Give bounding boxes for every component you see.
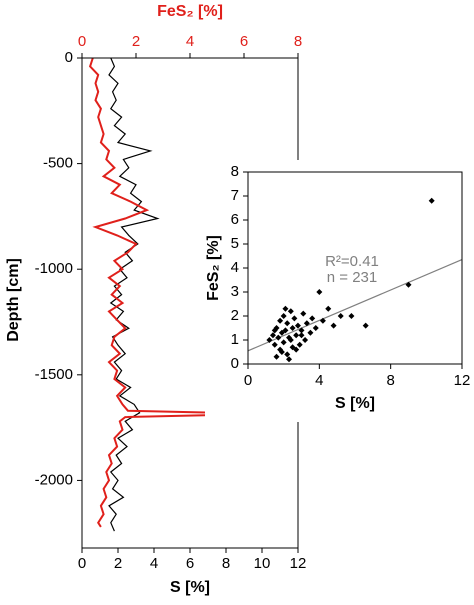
y-tick-label: 3 bbox=[231, 283, 239, 300]
scatter-point bbox=[291, 315, 298, 322]
y-tick-label: 7 bbox=[231, 187, 239, 204]
y-axis-label: FeS₂ [%] bbox=[205, 235, 222, 301]
x-axis-label: S [%] bbox=[170, 579, 210, 596]
scatter-point bbox=[302, 337, 309, 343]
y-tick-label: -500 bbox=[43, 155, 73, 172]
x-tick-label: 4 bbox=[150, 555, 158, 572]
scatter-point bbox=[303, 320, 310, 327]
annotation: n = 231 bbox=[327, 269, 377, 286]
annotation: R²=0.41 bbox=[325, 253, 379, 270]
x2-tick-label: 0 bbox=[78, 33, 86, 50]
y-tick-label: 6 bbox=[231, 211, 239, 228]
x2-tick-label: 4 bbox=[186, 33, 194, 50]
scatter-point bbox=[282, 327, 289, 334]
scatter-point bbox=[266, 337, 273, 343]
y-axis-label: Depth [cm] bbox=[5, 258, 22, 342]
x-tick-label: 2 bbox=[114, 555, 122, 572]
scatter-point bbox=[337, 313, 344, 319]
x-tick-label: 6 bbox=[186, 555, 194, 572]
scatter-point bbox=[316, 289, 323, 295]
x-tick-label: 10 bbox=[254, 555, 271, 572]
scatter-point bbox=[330, 322, 337, 329]
scatter-point bbox=[282, 305, 289, 312]
data-line bbox=[88, 57, 266, 528]
data-line bbox=[108, 57, 160, 532]
scatter-point bbox=[284, 351, 291, 358]
y-tick-label: -2000 bbox=[35, 471, 73, 488]
scatter-point bbox=[307, 329, 314, 336]
scatter-point bbox=[269, 332, 276, 339]
y-tick-label: 1 bbox=[231, 331, 239, 348]
scatter-point bbox=[273, 353, 280, 360]
x-tick-label: 12 bbox=[454, 372, 471, 389]
scatter-point bbox=[296, 341, 303, 348]
x-tick-label: 8 bbox=[386, 372, 394, 389]
scatter-point bbox=[348, 313, 355, 319]
x2-axis-label: FeS₂ [%] bbox=[157, 3, 223, 20]
scatter-point bbox=[298, 332, 305, 339]
y-tick-label: 0 bbox=[231, 355, 239, 372]
x-tick-label: 4 bbox=[315, 372, 323, 389]
x2-tick-label: 8 bbox=[294, 33, 302, 50]
y-tick-label: 0 bbox=[65, 49, 73, 66]
y-tick-label: 8 bbox=[231, 163, 239, 180]
x-tick-label: 12 bbox=[290, 555, 307, 572]
scatter-point bbox=[275, 334, 282, 341]
scatter-point bbox=[325, 305, 332, 312]
trend-line bbox=[247, 259, 463, 352]
scatter-point bbox=[319, 317, 326, 324]
scatter-point bbox=[271, 327, 278, 334]
x-tick-label: 0 bbox=[78, 555, 86, 572]
scatter-point bbox=[278, 349, 285, 355]
y-tick-label: -1000 bbox=[35, 260, 73, 277]
x-tick-label: 0 bbox=[244, 372, 252, 389]
scatter-point bbox=[294, 322, 301, 329]
scatter-point bbox=[293, 332, 300, 339]
scatter-point bbox=[280, 339, 287, 346]
y-tick-label: 5 bbox=[231, 235, 239, 252]
scatter-point bbox=[309, 315, 316, 322]
scatter-point bbox=[287, 308, 294, 315]
scatter-point bbox=[300, 310, 307, 317]
y-tick-label: 4 bbox=[231, 259, 239, 276]
scatter-point bbox=[362, 322, 369, 329]
scatter-point bbox=[312, 325, 319, 331]
scatter-point bbox=[277, 317, 284, 324]
scatter-point bbox=[284, 320, 291, 327]
y-tick-label: 2 bbox=[231, 307, 239, 324]
x-tick-label: 8 bbox=[222, 555, 230, 572]
inset-background bbox=[205, 160, 471, 422]
scatter-point bbox=[428, 197, 435, 204]
scatter-point bbox=[271, 341, 278, 348]
scatter-point bbox=[289, 325, 296, 331]
scatter-point bbox=[287, 337, 294, 343]
scatter-point bbox=[405, 281, 412, 288]
scatter-point bbox=[298, 327, 305, 334]
scatter-point bbox=[286, 356, 293, 363]
x-axis-label: S [%] bbox=[335, 395, 375, 412]
scatter-point bbox=[280, 313, 287, 319]
x2-tick-label: 6 bbox=[240, 33, 248, 50]
scatter-point bbox=[293, 346, 300, 353]
y-tick-label: -1500 bbox=[35, 366, 73, 383]
x2-tick-label: 2 bbox=[132, 33, 140, 50]
